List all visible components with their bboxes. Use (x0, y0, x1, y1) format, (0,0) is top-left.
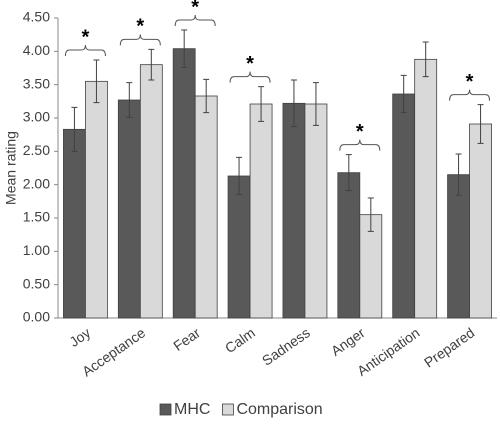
error-bar (312, 82, 319, 126)
significance-star: * (191, 0, 199, 18)
bar (227, 175, 251, 319)
error-bar (422, 41, 429, 78)
error-bar (367, 197, 374, 232)
bar (337, 172, 361, 319)
y-tick-label: 2.50 (23, 142, 50, 158)
legend-label: Comparison (236, 401, 322, 418)
legend-swatch (222, 403, 234, 416)
y-axis-label: Mean rating (3, 131, 19, 205)
y-tick-label: 0.00 (23, 309, 50, 325)
bar (249, 103, 273, 319)
error-bar (258, 86, 265, 122)
y-tick-label: 4.50 (23, 9, 50, 25)
x-tick-label: Fear (170, 324, 203, 354)
x-tick-label: Calm (222, 324, 258, 356)
bar (63, 128, 86, 319)
bar (117, 99, 141, 319)
bar (85, 80, 108, 319)
legend-swatch (159, 403, 172, 416)
error-bar (203, 78, 210, 114)
significance-bracket (449, 89, 491, 101)
significance-bracket (174, 14, 216, 27)
error-bar (290, 79, 297, 128)
error-bar (71, 106, 78, 152)
error-bar (477, 104, 484, 144)
y-tick-label: 1.50 (23, 209, 50, 225)
bar (392, 93, 416, 319)
bar (469, 123, 492, 319)
error-bar (400, 74, 407, 114)
bar (304, 103, 328, 319)
x-tick-label: Prepared (421, 324, 477, 370)
significance-bracket (229, 71, 271, 83)
significance-bracket (339, 139, 381, 151)
y-tick-label: 0.50 (23, 275, 50, 291)
error-bar (148, 48, 155, 81)
y-tick-label: 1.00 (23, 242, 50, 258)
bar (414, 58, 438, 319)
significance-star: * (356, 121, 364, 143)
x-tick-label: Sadness (259, 324, 313, 368)
y-tick-label: 4.00 (23, 42, 50, 58)
bar (282, 102, 306, 319)
significance-star: * (136, 16, 144, 38)
significance-bracket (64, 44, 106, 57)
significance-star: * (466, 71, 474, 93)
bar (172, 48, 196, 319)
x-tick-label: Anticipation (354, 324, 422, 379)
legend-label: MHC (174, 401, 210, 418)
error-bar (455, 153, 462, 196)
x-tick-label: Joy (66, 324, 93, 350)
y-tick-label: 3.50 (23, 75, 50, 91)
x-tick-label: Anger (328, 324, 368, 359)
significance-star: * (246, 53, 254, 75)
bar (139, 64, 163, 319)
error-bar (93, 59, 100, 104)
significance-star: * (82, 26, 90, 48)
bar (194, 95, 218, 319)
y-tick-label: 3.00 (23, 109, 50, 125)
y-tick-label: 2.00 (23, 175, 50, 191)
error-bar (236, 156, 243, 196)
error-bar (345, 154, 352, 192)
bar (447, 174, 470, 319)
error-bar (126, 82, 133, 118)
error-bar (181, 29, 188, 68)
